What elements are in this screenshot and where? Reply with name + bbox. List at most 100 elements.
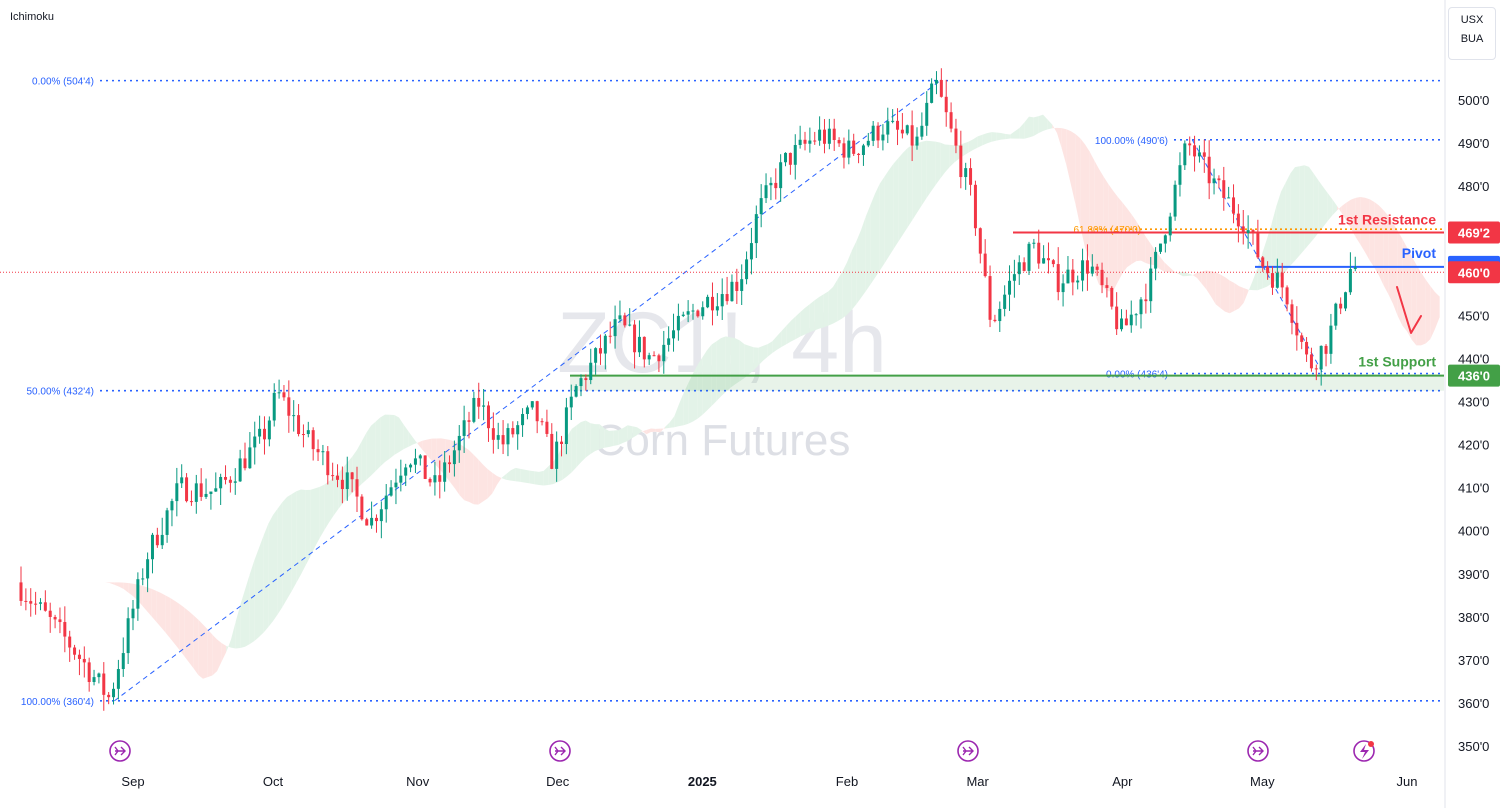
x-tick-label: Sep	[121, 774, 144, 789]
candle-body	[1071, 269, 1075, 283]
candle-body	[370, 517, 374, 526]
candle-body	[1266, 266, 1270, 274]
candle-body	[209, 491, 213, 494]
x-tick-label: May	[1250, 774, 1275, 789]
ichimoku-cloud-segment	[1108, 184, 1113, 292]
ichimoku-cloud-segment	[366, 425, 371, 480]
candle-body	[1061, 283, 1065, 293]
ichimoku-cloud-segment	[721, 336, 726, 397]
candle-body	[827, 128, 831, 144]
ichimoku-cloud-segment	[581, 420, 586, 463]
candle-body	[1076, 280, 1080, 283]
candle-body	[818, 129, 822, 141]
candle-body	[413, 458, 417, 465]
candle-body	[496, 435, 500, 440]
ichimoku-cloud-segment	[478, 459, 483, 505]
ichimoku-cloud-segment	[249, 560, 255, 645]
ichimoku-cloud-segment	[1145, 236, 1151, 265]
ichimoku-cloud-segment	[931, 141, 936, 192]
candle-body	[1081, 260, 1085, 281]
ichimoku-cloud-segment	[702, 350, 707, 415]
ichimoku-cloud-segment	[693, 364, 698, 422]
support-price-badge-bg	[1448, 364, 1500, 387]
candle-body	[394, 482, 398, 488]
candle-body	[389, 487, 393, 496]
ichimoku-cloud-segment	[987, 132, 992, 144]
candle-body	[793, 145, 797, 165]
ichimoku-cloud-segment	[735, 338, 740, 385]
ichimoku-cloud-segment	[347, 456, 353, 498]
event-glyph	[1252, 746, 1264, 756]
candle-body	[1183, 143, 1187, 166]
candle-body	[842, 143, 846, 158]
ichimoku-cloud-segment	[1295, 166, 1300, 261]
unit-currency: USX	[1460, 14, 1484, 26]
candle-body	[969, 168, 973, 185]
ichimoku-cloud-segment	[1225, 277, 1230, 314]
candle-body	[1144, 299, 1148, 302]
candle-body	[1246, 230, 1250, 233]
candle-body	[462, 420, 466, 436]
candle-body	[443, 462, 447, 482]
candle-body	[920, 125, 924, 137]
last-price-badge-bg	[1448, 261, 1500, 284]
currency-unit-box[interactable]: USX BUA	[1448, 7, 1496, 60]
ichimoku-cloud-segment	[1141, 228, 1146, 264]
candle-body	[107, 694, 111, 698]
candle-body	[1154, 251, 1158, 269]
candle-body	[448, 462, 452, 465]
candle-body	[1256, 231, 1260, 258]
candle-body	[136, 579, 140, 609]
candle-body	[262, 428, 266, 440]
candle-body	[384, 495, 388, 510]
ichimoku-cloud-segment	[431, 438, 437, 466]
ichimoku-cloud-segment	[1183, 271, 1188, 277]
candle-body	[185, 477, 189, 502]
ichimoku-cloud-segment	[212, 634, 217, 676]
candle-body	[1193, 145, 1197, 157]
candle-body	[618, 315, 622, 320]
ichimoku-cloud-segment	[1019, 122, 1025, 139]
support-label: 1st Support	[1358, 354, 1436, 370]
fib-label: 0.00% (504'4)	[32, 77, 94, 88]
candle-body	[584, 378, 588, 381]
candle-body	[964, 168, 968, 178]
ichimoku-cloud-segment	[1239, 286, 1244, 309]
candle-body	[1188, 143, 1192, 146]
candle-body	[1120, 318, 1124, 330]
candle-body	[1222, 180, 1226, 198]
ichimoku-cloud-segment	[1360, 196, 1365, 253]
ichimoku-cloud-segment	[109, 582, 115, 585]
candle-body	[1046, 258, 1050, 261]
candle-body	[82, 658, 86, 663]
ichimoku-cloud-segment	[884, 169, 889, 264]
candle-body	[769, 182, 773, 186]
candle-body	[959, 145, 963, 178]
ichimoku-cloud-segment	[753, 347, 759, 371]
ichimoku-cloud-segment	[1150, 243, 1155, 266]
candle-body	[409, 464, 413, 468]
candle-body	[886, 121, 890, 135]
ichimoku-cloud-segment	[1411, 256, 1417, 346]
candle-body	[662, 344, 666, 362]
ichimoku-cloud-segment	[1192, 272, 1197, 278]
candle-body	[1139, 299, 1143, 315]
ichimoku-cloud-segment	[268, 515, 273, 628]
ichimoku-cloud-segment	[945, 144, 950, 173]
x-tick-label: Jun	[1397, 774, 1418, 789]
ichimoku-cloud-segment	[767, 341, 773, 357]
candle-body	[399, 475, 403, 483]
ichimoku-cloud-segment	[1057, 127, 1062, 149]
ichimoku-cloud-segment	[1131, 214, 1137, 265]
ichimoku-cloud-segment	[599, 424, 605, 450]
ichimoku-cloud-segment	[688, 373, 693, 424]
candle-body	[214, 488, 218, 492]
candle-body	[832, 128, 836, 140]
ichimoku-cloud-segment	[1253, 267, 1258, 291]
indicator-title[interactable]: Ichimoku	[10, 11, 55, 23]
candle-body	[1037, 242, 1041, 264]
event-marker-icon	[109, 740, 131, 762]
ichimoku-cloud-segment	[394, 414, 399, 455]
